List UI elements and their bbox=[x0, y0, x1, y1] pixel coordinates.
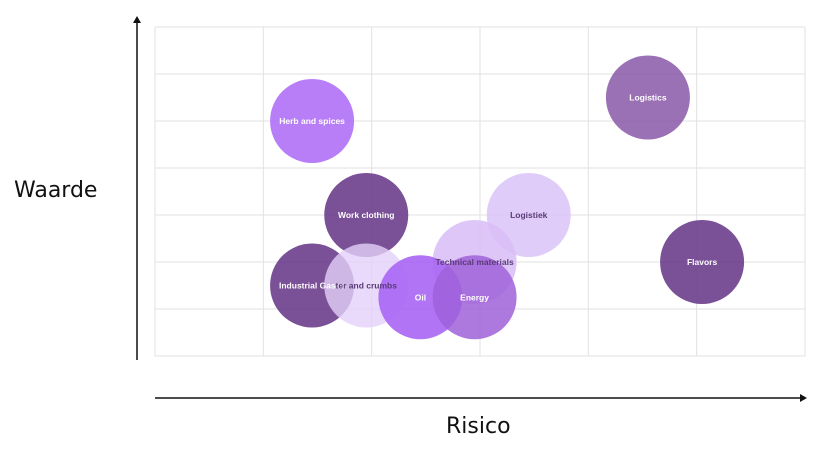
bubble-label: Work clothing bbox=[338, 210, 395, 220]
bubble-label: Logistiek bbox=[510, 210, 548, 220]
bubble-label: Herb and spices bbox=[279, 116, 345, 126]
bubble-point bbox=[270, 79, 355, 163]
bubble-label: Flavors bbox=[687, 257, 718, 267]
x-axis-label: Risico bbox=[446, 414, 511, 439]
bubble-label: Logistics bbox=[629, 93, 667, 103]
x-axis-arrow-icon bbox=[800, 394, 807, 402]
bubble-label: Industrial Gases bbox=[279, 281, 345, 291]
bubbles: Herb and spices Logistics Work clothing Log… bbox=[270, 55, 745, 340]
bubble-point bbox=[605, 55, 690, 140]
bubble-point bbox=[324, 173, 409, 257]
bubble-label: Energy bbox=[460, 292, 489, 302]
y-axis-arrow-icon bbox=[133, 16, 141, 23]
bubble-point bbox=[432, 255, 517, 340]
bubble-label: Oil bbox=[415, 292, 426, 302]
bubble-point bbox=[660, 220, 745, 304]
x-axis bbox=[155, 394, 807, 402]
y-axis-label: Waarde bbox=[14, 178, 98, 203]
bubble-point bbox=[486, 173, 571, 257]
y-axis bbox=[133, 16, 141, 360]
bubble-label: Technical materials bbox=[435, 257, 514, 267]
bubble-label: ter and crumbs bbox=[336, 281, 398, 291]
